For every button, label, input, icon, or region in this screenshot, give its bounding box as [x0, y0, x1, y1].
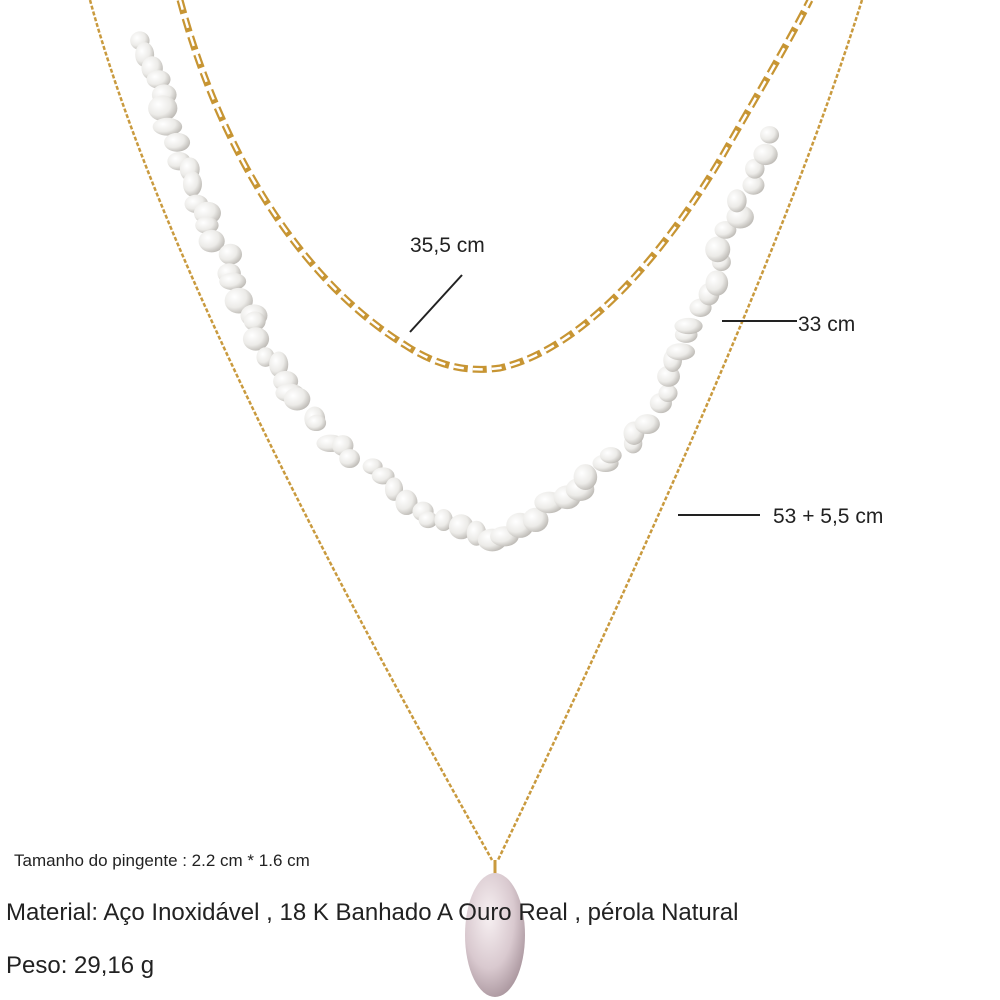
pearl: [219, 272, 247, 291]
length-label: 53 + 5,5 cm: [773, 505, 883, 528]
pearl: [339, 449, 360, 469]
pearl: [599, 447, 622, 464]
pearl: [714, 221, 737, 239]
pearl: [760, 126, 780, 144]
thin-chain: [496, 0, 864, 861]
pearl: [243, 311, 266, 332]
pearl: [727, 189, 747, 213]
length-label: 35,5 cm: [410, 234, 485, 257]
pearl-strand: [130, 31, 780, 552]
pearl: [198, 229, 225, 253]
pearl: [742, 175, 765, 195]
pearl: [269, 351, 289, 378]
pearl: [434, 509, 453, 532]
material: Material: Aço Inoxidável , 18 K Banhado …: [6, 899, 738, 926]
pearl: [152, 117, 183, 136]
leader-line: [409, 274, 463, 333]
pearl: [634, 414, 660, 435]
pearl: [148, 95, 178, 122]
pearl: [705, 236, 731, 263]
pendant-size: Tamanho do pingente : 2.2 cm * 1.6 cm: [14, 851, 310, 870]
pearl: [307, 414, 327, 431]
figaro-chain-gap: [178, 0, 812, 371]
pearl: [283, 387, 311, 411]
thin-chain: [88, 0, 494, 861]
pearl: [164, 132, 191, 152]
pearl: [658, 384, 678, 402]
pearl: [674, 317, 703, 335]
length-label: 33 cm: [798, 313, 855, 336]
pearl: [182, 171, 202, 197]
pearl: [218, 243, 243, 265]
pearl: [522, 507, 549, 533]
pearl: [666, 343, 696, 361]
pearl: [242, 327, 270, 351]
pearl: [395, 489, 418, 516]
weight: Peso: 29,16 g: [6, 952, 154, 979]
pearl: [753, 143, 778, 166]
pearl: [195, 216, 219, 234]
pendant-pearl: [465, 873, 525, 997]
pearl: [146, 70, 171, 89]
pearl: [418, 511, 438, 529]
pearl: [573, 464, 598, 490]
pearl: [705, 270, 729, 296]
